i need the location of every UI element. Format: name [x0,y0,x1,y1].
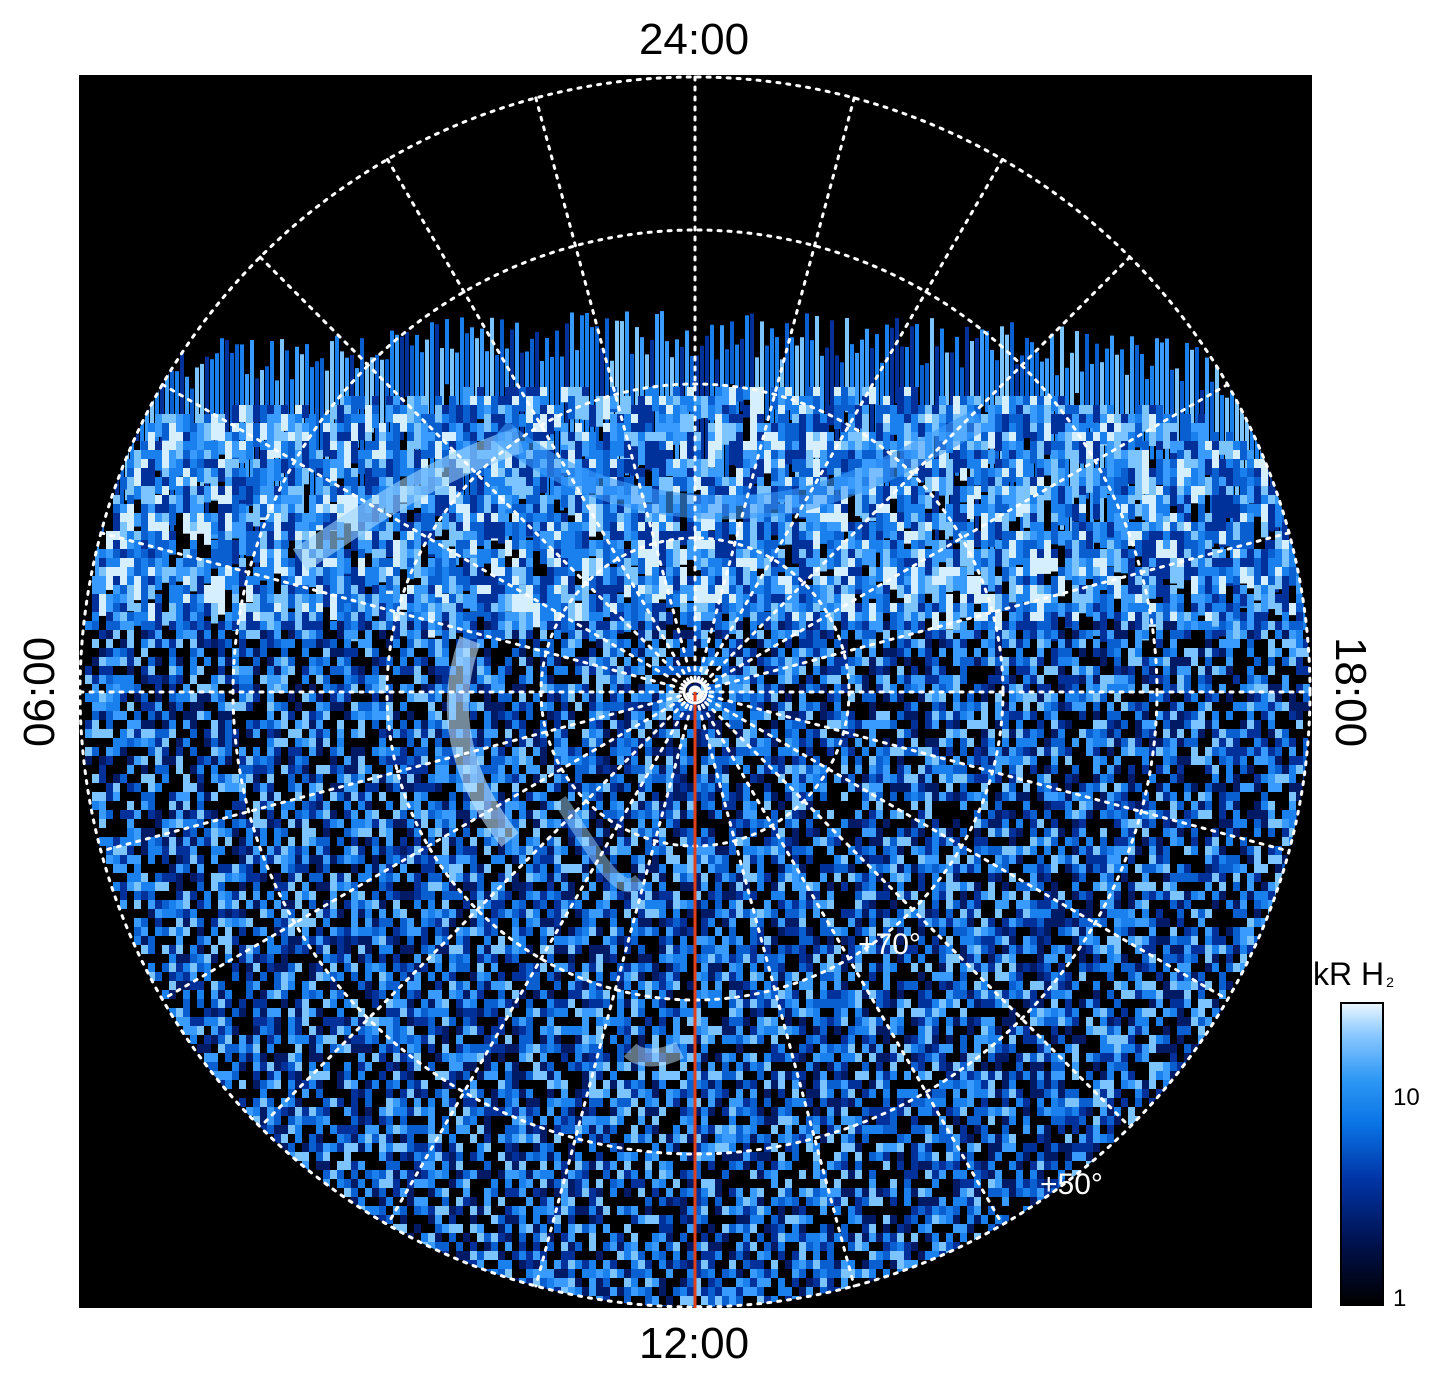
local-time-label-noon: 12:00 [638,1319,750,1368]
auroral-emission-layer [85,311,1310,1307]
latitude-label-70: +70° [858,928,921,961]
local-time-label-midnight: 24:00 [638,15,750,64]
latitude-label-50: +50° [1040,1168,1103,1201]
local-time-label-dawn: 06:00 [15,636,64,748]
pole-marker [682,679,708,705]
colorbar-title-subscript: 2 [1386,974,1394,990]
colorbar-title-text: kR H [1313,956,1385,992]
colorbar-tick-1: 1 [1393,1285,1407,1312]
local-time-label-dusk: 18:00 [1326,636,1375,748]
colorbar-tick-10: 10 [1393,1084,1420,1111]
colorbar [1340,1002,1384,1306]
